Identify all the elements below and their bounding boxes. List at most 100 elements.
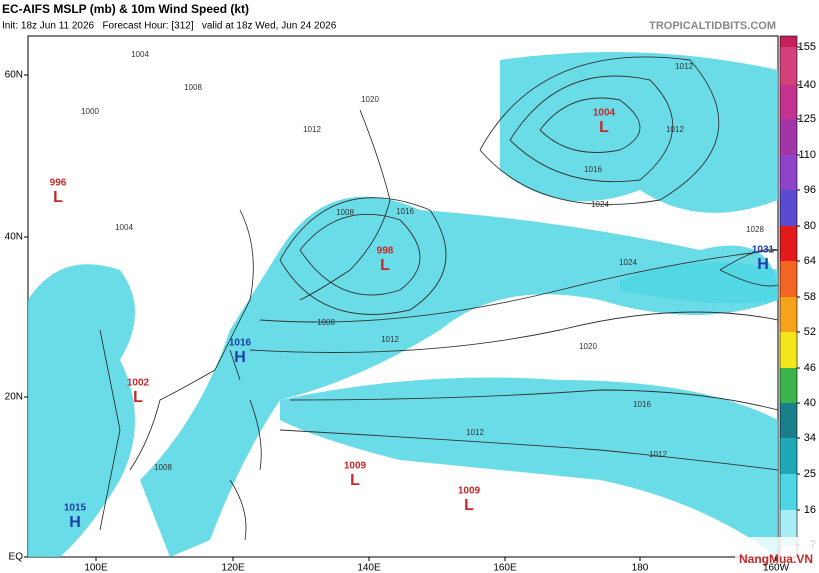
isobar	[479, 56, 720, 205]
isobar-label: 1016	[396, 207, 414, 216]
colorbar-segment	[780, 438, 797, 474]
isobar	[509, 75, 674, 183]
lon-label: 180	[632, 563, 649, 573]
colorbar-segment	[780, 190, 797, 226]
colorbar-segment	[780, 368, 797, 403]
lat-label: 20N	[5, 392, 23, 403]
isobar-label: 1012	[649, 450, 667, 459]
lon-label: 120E	[221, 563, 245, 573]
calm-zone	[620, 262, 778, 304]
isobar-label: 1012	[303, 125, 321, 134]
isobar-label: 1012	[675, 62, 693, 71]
isobar-label: 1008	[184, 83, 202, 92]
lon-label: 140E	[357, 563, 381, 573]
isobar-label: 1012	[466, 428, 484, 437]
colorbar-label: 58	[804, 291, 816, 303]
pressure-value: 1004	[593, 108, 616, 119]
isobar	[249, 311, 778, 353]
isobar-label: 1012	[381, 335, 399, 344]
isobar-label: 1008	[336, 208, 354, 217]
colorbar-label: 25	[804, 468, 816, 480]
isobar-label: 1016	[584, 165, 602, 174]
pressure-value: 1016	[229, 338, 252, 349]
isobar-label: 1008	[317, 318, 335, 327]
map-area	[27, 35, 779, 558]
colorbar-segment	[780, 474, 797, 510]
isobar-label: 1012	[666, 125, 684, 134]
pressure-center: H	[69, 514, 81, 531]
wind-shading	[280, 377, 778, 557]
colorbar-segment	[780, 119, 797, 155]
pressure-value: 1009	[344, 461, 367, 472]
pressure-center: L	[464, 497, 474, 514]
colorbar-label: 96	[804, 184, 816, 196]
lon-label: 160W	[763, 563, 790, 573]
lat-label: EQ	[9, 552, 24, 563]
pressure-value: 998	[377, 246, 394, 257]
wind-shading	[28, 264, 135, 557]
colorbar-segment	[780, 85, 797, 119]
isobar-label: 1028	[746, 225, 764, 234]
pressure-value: 1002	[127, 378, 150, 389]
isobar	[299, 213, 421, 296]
isobar-label: 1020	[361, 95, 379, 104]
site-credit: TROPICALTIDBITS.COM	[649, 20, 776, 32]
isobar-label: 1004	[115, 223, 133, 232]
colorbar-segment	[780, 403, 797, 438]
colorbar-label: 34	[804, 432, 816, 444]
pressure-value: 1031	[752, 245, 775, 256]
lon-label: 160E	[493, 563, 517, 573]
colorbar-segment	[780, 36, 797, 47]
pressure-value: 1015	[64, 503, 87, 514]
lon-label: 100E	[84, 563, 108, 573]
colorbar-label: 125	[798, 113, 816, 125]
pressure-center: L	[380, 257, 390, 274]
pressure-center: L	[350, 472, 360, 489]
subtitle: Init: 18z Jun 11 2026 Forecast Hour: [31…	[2, 21, 337, 32]
title: EC-AIFS MSLP (mb) & 10m Wind Speed (kt)	[2, 2, 249, 16]
colorbar-segment	[780, 47, 797, 85]
colorbar: 716253440465258648096110125140155	[779, 35, 816, 558]
isobar	[289, 389, 778, 411]
pressure-center: L	[53, 189, 63, 206]
colorbar-segment	[780, 510, 797, 545]
pressure-center: L	[133, 389, 143, 406]
watermark-box	[735, 537, 817, 571]
isobar-label: 1004	[131, 50, 149, 59]
colorbar-label: 140	[798, 79, 816, 91]
isobar-label: 1024	[591, 200, 609, 209]
colorbar-label: 64	[804, 255, 816, 267]
colorbar-label: 46	[804, 362, 816, 374]
isobar-label: 1020	[579, 342, 597, 351]
isobar	[719, 248, 778, 287]
isobar	[279, 197, 447, 315]
pressure-center: H	[757, 256, 769, 273]
colorbar-label: 52	[804, 326, 816, 338]
colorbar-segment	[780, 332, 797, 368]
isobar-label: 1008	[154, 463, 172, 472]
pressure-value: 996	[50, 178, 67, 189]
coastline	[99, 109, 391, 531]
colorbar-segment	[780, 297, 797, 332]
lat-label: 40N	[5, 232, 23, 243]
lat-label: 60N	[5, 70, 23, 81]
isobar-label: 1016	[633, 400, 651, 409]
colorbar-segment	[780, 226, 797, 261]
isobar	[539, 97, 641, 153]
colorbar-segment	[780, 261, 797, 297]
isobar	[279, 429, 778, 471]
colorbar-label: 155	[798, 41, 816, 53]
isobar-label: 1000	[81, 107, 99, 116]
wind-shading	[140, 196, 778, 557]
colorbar-label: 80	[804, 220, 816, 232]
colorbar-segment	[780, 155, 797, 190]
pressure-value: 1009	[458, 486, 481, 497]
pressure-center: H	[234, 349, 246, 366]
coastline	[229, 349, 262, 541]
colorbar-label: 110	[798, 149, 816, 161]
colorbar-label: 40	[804, 397, 816, 409]
pressure-center: L	[599, 119, 609, 136]
colorbar-label: 16	[804, 504, 816, 516]
isobar	[259, 249, 778, 323]
